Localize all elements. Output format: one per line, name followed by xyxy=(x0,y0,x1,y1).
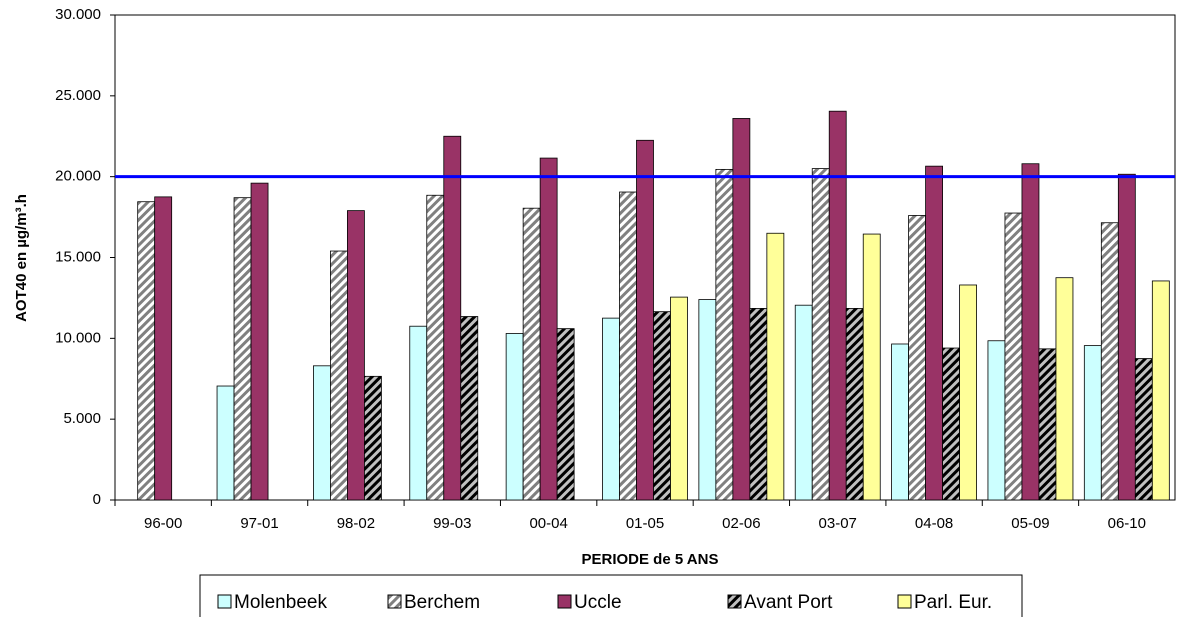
y-tick-label: 15.000 xyxy=(55,248,101,265)
bar xyxy=(426,194,445,501)
bar xyxy=(313,365,331,501)
y-tick-label: 25.000 xyxy=(55,87,101,104)
bar xyxy=(347,210,365,501)
bar xyxy=(1038,348,1057,501)
legend-label: Molenbeek xyxy=(234,592,327,613)
legend-swatch xyxy=(387,594,402,609)
legend-label: Uccle xyxy=(574,592,622,613)
bar xyxy=(749,308,768,501)
y-axis-title: AOT40 en µg/m³.h xyxy=(13,194,30,322)
x-tick-label: 03-07 xyxy=(819,515,857,532)
legend-swatch xyxy=(557,594,572,609)
bar xyxy=(154,196,173,501)
bar xyxy=(443,135,462,501)
bar xyxy=(1004,212,1023,501)
bar xyxy=(1134,358,1153,501)
bar xyxy=(959,284,977,501)
x-tick-label: 05-09 xyxy=(1011,515,1049,532)
bar xyxy=(1021,163,1040,501)
bar xyxy=(636,139,654,501)
legend-swatch xyxy=(897,594,912,609)
bar xyxy=(925,165,943,501)
bar xyxy=(556,328,575,501)
bar xyxy=(794,304,813,501)
bar xyxy=(987,340,1006,501)
bar xyxy=(522,207,541,501)
legend xyxy=(199,574,1023,617)
legend-swatch xyxy=(727,594,742,609)
x-tick-label: 00-04 xyxy=(529,515,567,532)
bar xyxy=(828,110,847,501)
x-tick-label: 02-06 xyxy=(722,515,760,532)
bar xyxy=(539,157,558,501)
x-tick-label: 97-01 xyxy=(240,515,278,532)
bar xyxy=(1083,345,1102,501)
bar xyxy=(908,215,926,501)
bar xyxy=(233,197,252,501)
bar xyxy=(250,182,269,501)
bar xyxy=(653,311,671,501)
legend-label: Parl. Eur. xyxy=(914,592,992,613)
x-tick-label: 98-02 xyxy=(337,515,375,532)
bar xyxy=(602,317,620,501)
y-tick-label: 20.000 xyxy=(55,168,101,185)
bar xyxy=(1151,280,1170,501)
bar xyxy=(216,385,235,501)
bar xyxy=(330,250,348,501)
bar xyxy=(1100,222,1119,501)
x-tick-label: 04-08 xyxy=(915,515,953,532)
bar xyxy=(364,375,382,501)
bar xyxy=(1055,277,1074,501)
bar xyxy=(409,325,428,501)
x-tick-label: 96-00 xyxy=(144,515,182,532)
bar xyxy=(460,316,479,501)
legend-swatch xyxy=(217,594,232,609)
y-tick-label: 10.000 xyxy=(55,329,101,346)
y-tick-label: 0 xyxy=(93,491,101,508)
y-tick-label: 5.000 xyxy=(63,410,101,427)
bar xyxy=(845,308,864,501)
bar xyxy=(619,191,637,501)
legend-label: Avant Port xyxy=(744,592,833,613)
y-tick-label: 30.000 xyxy=(55,6,101,23)
bar xyxy=(670,296,688,501)
bar xyxy=(811,168,830,501)
bar xyxy=(137,201,156,501)
bar xyxy=(505,333,524,501)
bar xyxy=(1117,173,1136,501)
bar xyxy=(891,343,909,501)
legend-label: Berchem xyxy=(404,592,480,613)
bar xyxy=(715,168,734,501)
x-tick-label: 01-05 xyxy=(626,515,664,532)
bar xyxy=(766,232,785,501)
x-tick-label: 06-10 xyxy=(1108,515,1146,532)
x-axis-title: PERIODE de 5 ANS xyxy=(582,551,719,568)
x-tick-label: 99-03 xyxy=(433,515,471,532)
bar xyxy=(698,299,717,501)
bar xyxy=(862,233,881,501)
bar xyxy=(942,347,960,501)
